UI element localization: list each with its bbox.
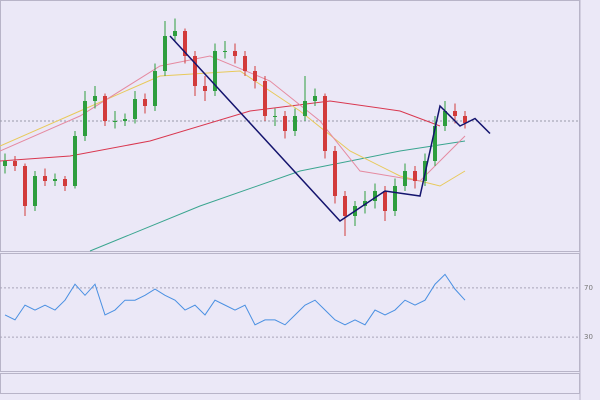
zigzag xyxy=(169,35,491,222)
candle-body xyxy=(103,96,107,121)
candle-body xyxy=(293,116,297,131)
candle-body xyxy=(253,71,257,81)
candle-body xyxy=(53,179,57,181)
candle-body xyxy=(373,191,377,201)
candle-body xyxy=(183,31,187,56)
moving-average xyxy=(0,70,466,187)
rsi-line xyxy=(4,273,466,326)
candle-body xyxy=(263,81,267,116)
candle-body xyxy=(413,171,417,181)
candle-body xyxy=(63,179,67,186)
candle-body xyxy=(323,96,327,151)
candle-body xyxy=(43,176,47,181)
candle-body xyxy=(433,126,437,161)
candle-body xyxy=(223,51,227,52)
candle-body xyxy=(273,116,277,117)
candle-body xyxy=(193,56,197,86)
candle-body xyxy=(143,99,147,106)
candle-body xyxy=(123,119,127,121)
candle-body xyxy=(33,176,37,206)
candle-body xyxy=(313,96,317,101)
candle-body xyxy=(393,186,397,211)
candle-body xyxy=(173,31,177,36)
moving-average xyxy=(0,55,466,182)
candle-body xyxy=(383,191,387,211)
candle-body xyxy=(83,101,87,136)
candle-body xyxy=(93,96,97,101)
candle-body xyxy=(73,136,77,186)
candle-body xyxy=(203,86,207,91)
candle-body xyxy=(403,171,407,186)
y-tick-label: 30 xyxy=(584,333,593,341)
candle-body xyxy=(453,111,457,116)
price-panel xyxy=(0,0,580,252)
indicator-panel xyxy=(0,373,580,394)
candle-body xyxy=(213,51,217,91)
candle-body xyxy=(23,166,27,206)
candle-body xyxy=(133,99,137,119)
candle-body xyxy=(153,71,157,106)
candle-body xyxy=(163,36,167,71)
candle-body xyxy=(233,51,237,56)
candle-body xyxy=(333,151,337,196)
moving-average xyxy=(0,100,441,162)
candle-body xyxy=(243,56,247,71)
candle-body xyxy=(303,101,307,116)
candle-body xyxy=(443,111,447,126)
candle-body xyxy=(283,116,287,131)
candle-body xyxy=(463,116,467,123)
candle-body xyxy=(113,121,117,122)
candle-body xyxy=(343,196,347,216)
y-tick-label: 70 xyxy=(584,284,593,292)
candle-body xyxy=(3,161,7,166)
moving-average xyxy=(89,140,466,252)
candle-body xyxy=(13,161,17,166)
rsi-panel xyxy=(0,253,580,372)
